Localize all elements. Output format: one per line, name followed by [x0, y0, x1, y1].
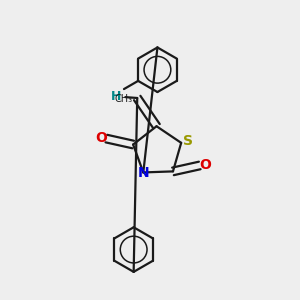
Text: S: S — [183, 134, 193, 148]
Text: CH₃: CH₃ — [114, 94, 132, 103]
Text: O: O — [95, 131, 107, 145]
Text: O: O — [199, 158, 211, 172]
Text: N: N — [138, 166, 149, 180]
Text: H: H — [111, 90, 122, 103]
